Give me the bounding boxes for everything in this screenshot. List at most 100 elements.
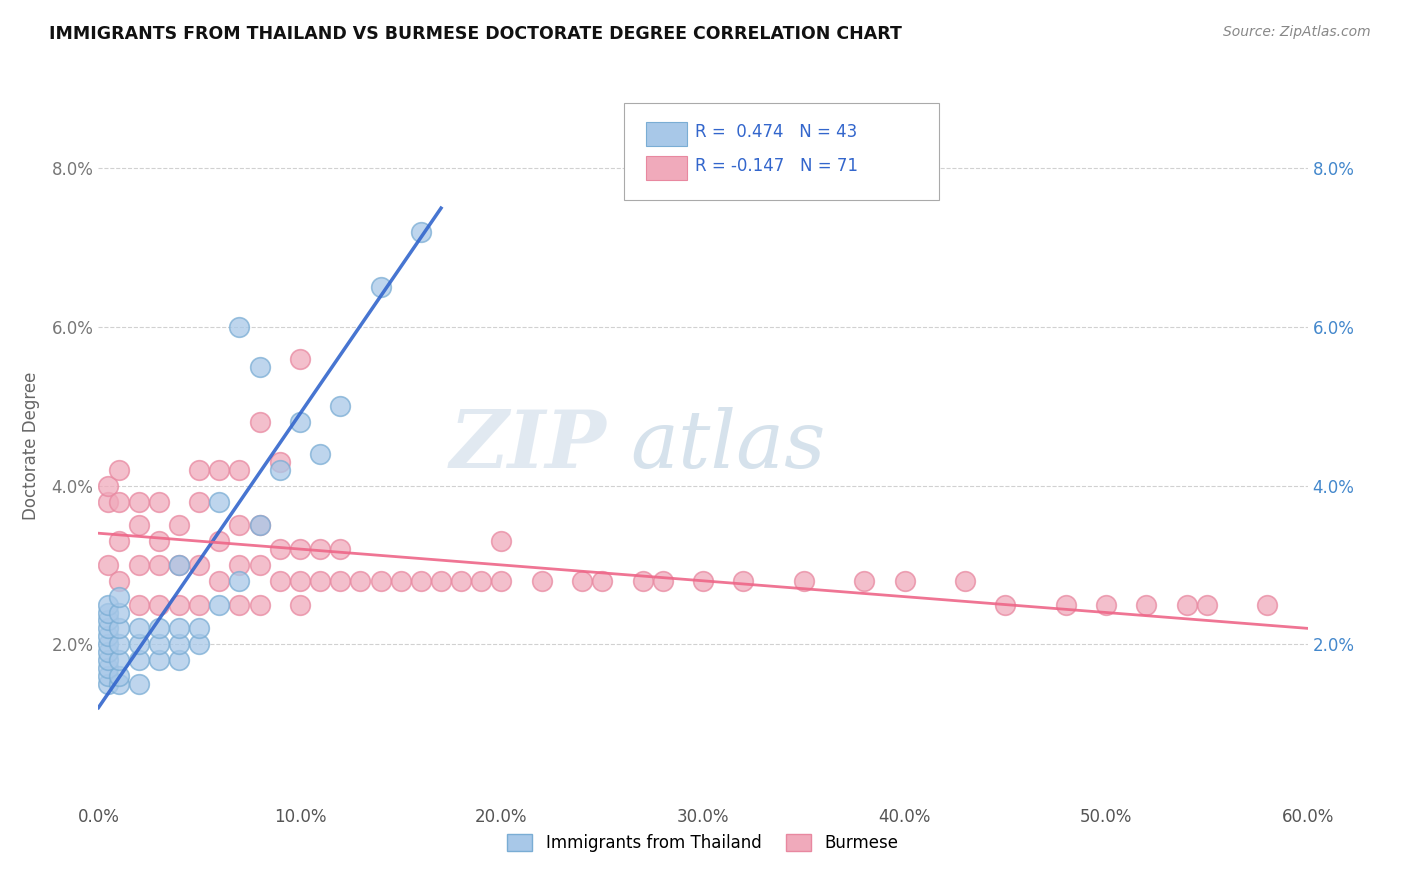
Point [208,598,231,612]
Point [1054,598,1077,612]
Point [329,400,352,414]
Point [591,574,613,588]
Point [228,518,250,533]
Point [148,494,170,508]
Point [128,677,150,691]
Point [107,590,129,604]
Point [288,351,311,366]
Point [329,542,352,557]
Point [148,534,170,549]
Point [228,558,250,572]
Point [228,320,250,334]
Point [228,598,250,612]
Point [148,558,170,572]
Point [269,574,291,588]
Point [188,494,211,508]
Point [249,518,271,533]
Point [107,669,129,683]
Point [1256,598,1278,612]
Point [97,478,120,492]
Point [167,653,190,667]
Point [97,614,120,628]
Point [107,574,129,588]
Text: R =  0.474   N = 43: R = 0.474 N = 43 [695,123,856,141]
Point [288,574,311,588]
Point [128,518,150,533]
Point [953,574,976,588]
Point [148,637,170,651]
Point [692,574,714,588]
Point [853,574,876,588]
Point [288,598,311,612]
Point [994,598,1017,612]
Point [148,598,170,612]
Point [128,494,150,508]
Point [269,463,291,477]
Point [571,574,593,588]
Point [249,558,271,572]
Point [107,494,129,508]
Point [309,574,332,588]
Text: ZIP: ZIP [450,408,606,484]
Point [167,558,190,572]
Point [409,225,432,239]
Point [167,598,190,612]
Point [651,574,673,588]
Point [107,606,129,620]
Point [128,621,150,635]
Point [107,653,129,667]
Point [107,463,129,477]
Point [208,463,231,477]
Point [107,677,129,691]
Point [148,621,170,635]
Point [128,653,150,667]
Point [370,574,392,588]
Point [97,629,120,643]
Point [97,677,120,691]
Point [893,574,915,588]
Point [228,463,250,477]
Point [349,574,371,588]
Point [733,574,755,588]
Point [329,574,352,588]
Text: atlas: atlas [630,408,825,484]
Point [97,494,120,508]
Legend: Immigrants from Thailand, Burmese: Immigrants from Thailand, Burmese [501,827,905,859]
Point [167,621,190,635]
Point [269,455,291,469]
Point [370,280,392,294]
Point [288,415,311,429]
Point [1135,598,1157,612]
Point [97,645,120,659]
Point [530,574,553,588]
Point [249,359,271,374]
Point [188,621,211,635]
Text: Source: ZipAtlas.com: Source: ZipAtlas.com [1223,25,1371,39]
Point [208,494,231,508]
Point [208,574,231,588]
Point [249,598,271,612]
Point [793,574,815,588]
Point [470,574,492,588]
Point [107,534,129,549]
Point [309,542,332,557]
Point [389,574,412,588]
Point [97,661,120,675]
Point [107,621,129,635]
Point [249,518,271,533]
Text: R = -0.147   N = 71: R = -0.147 N = 71 [695,157,858,175]
Point [167,558,190,572]
Point [309,447,332,461]
Point [269,542,291,557]
Point [128,637,150,651]
FancyBboxPatch shape [647,122,688,146]
Point [148,653,170,667]
Point [288,542,311,557]
Point [167,518,190,533]
Point [97,621,120,635]
Point [409,574,432,588]
Point [631,574,654,588]
Point [430,574,453,588]
Point [97,598,120,612]
FancyBboxPatch shape [647,155,688,180]
